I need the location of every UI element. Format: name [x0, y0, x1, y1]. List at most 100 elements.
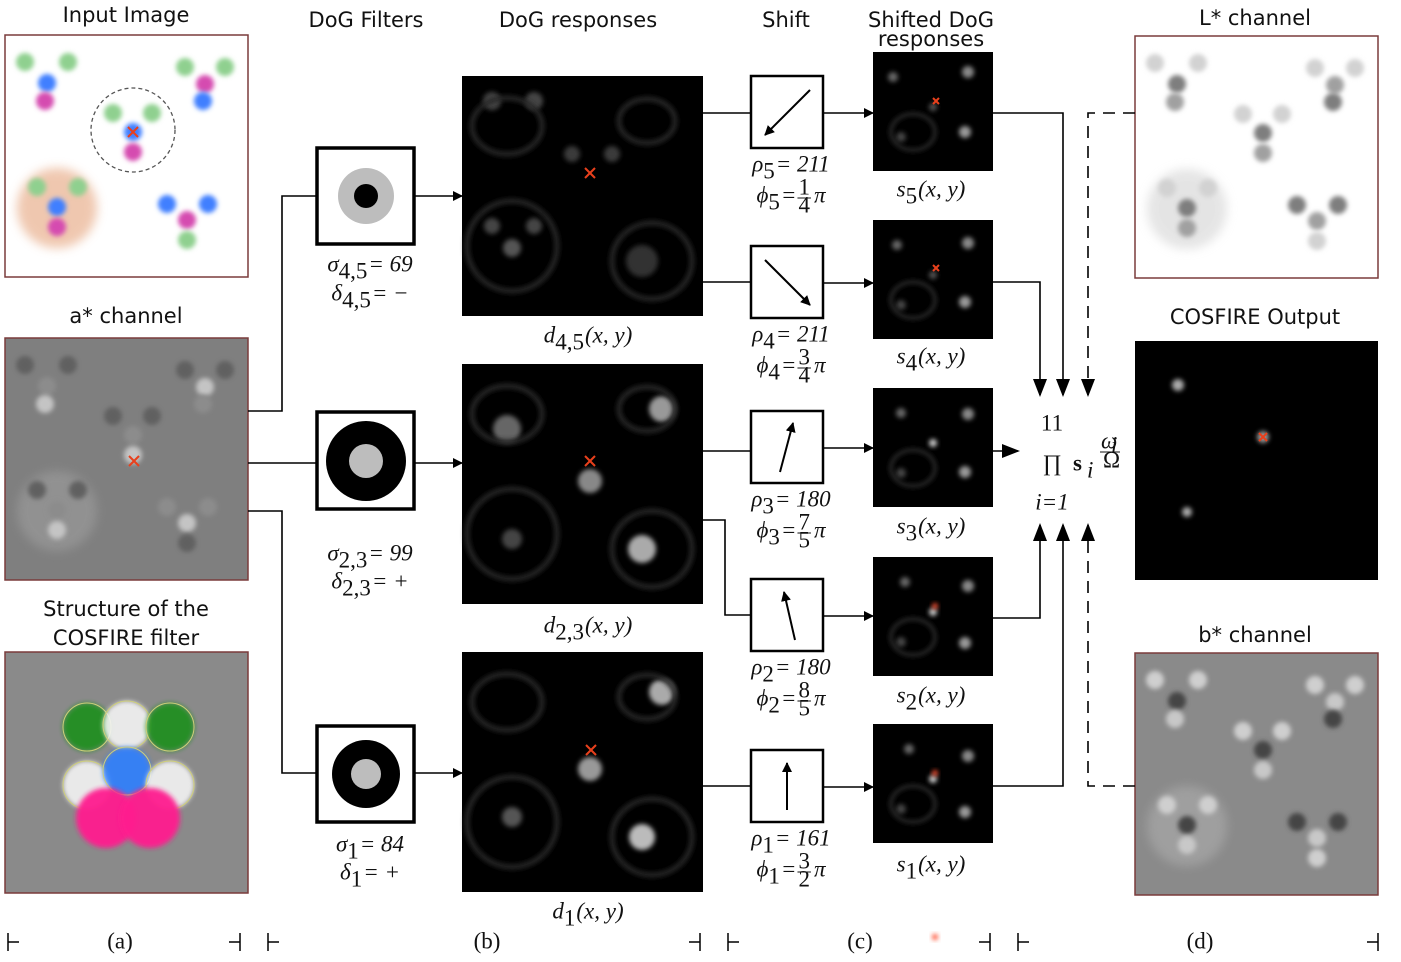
- blob: [896, 804, 906, 814]
- blob: [502, 529, 522, 549]
- blob: [1168, 692, 1186, 710]
- blob: [69, 178, 87, 196]
- images: [5, 35, 1378, 940]
- image-frame: [873, 220, 993, 339]
- math-sub: 2,3: [342, 575, 371, 600]
- connector: [248, 511, 317, 773]
- math-sub: 5: [906, 183, 918, 208]
- blob: [199, 498, 217, 516]
- math-sub: 4,5: [339, 258, 368, 283]
- blob: [1306, 59, 1324, 77]
- blob: [120, 788, 180, 848]
- blob: [176, 58, 194, 76]
- blob: [199, 195, 217, 213]
- blob: [1288, 813, 1306, 831]
- blob: [48, 218, 66, 236]
- math-text: = −: [372, 280, 409, 305]
- math-label: δ2,3 = +: [331, 568, 408, 600]
- image-frame: [462, 76, 703, 316]
- blob: [1189, 671, 1207, 689]
- frac-den: 5: [798, 527, 810, 552]
- blob: [1254, 741, 1272, 759]
- blob: [932, 770, 938, 776]
- blob: [1166, 710, 1184, 728]
- math-text: = +: [372, 568, 409, 593]
- blob: [1199, 796, 1217, 814]
- math-text: =: [781, 517, 797, 542]
- blob: [503, 239, 521, 257]
- blob: [1254, 144, 1272, 162]
- label: DoG responses: [499, 8, 657, 32]
- blob: [194, 395, 212, 413]
- math-sub: 2: [762, 661, 774, 686]
- math-text: ϕ: [757, 517, 769, 542]
- math-text: (x, y): [918, 513, 965, 538]
- blob: [16, 53, 34, 71]
- label: Input Image: [63, 3, 190, 27]
- blob: [196, 75, 214, 93]
- math-text: (x, y): [576, 898, 623, 923]
- blob: [1146, 671, 1164, 689]
- math-text: ρ: [751, 151, 763, 176]
- blob: [896, 132, 906, 142]
- math-sub: 4: [763, 328, 775, 353]
- blob: [36, 92, 54, 110]
- blob: [896, 637, 906, 647]
- image-frame: [873, 557, 993, 676]
- blob: [929, 608, 937, 616]
- blob: [196, 378, 214, 396]
- blob: [1234, 105, 1252, 123]
- label: (b): [474, 928, 501, 953]
- blob: [1273, 105, 1291, 123]
- blob: [104, 104, 122, 122]
- blob: [48, 501, 66, 519]
- blob: [929, 439, 937, 447]
- blob: [194, 92, 212, 110]
- blob: [1306, 676, 1324, 694]
- label: ∏: [1043, 450, 1062, 475]
- blob: [484, 218, 500, 234]
- math-text: = 180: [775, 486, 831, 511]
- blob: [1178, 199, 1196, 217]
- math-text: ϕ: [757, 352, 769, 377]
- math-text: s: [897, 682, 906, 707]
- blob: [1158, 179, 1176, 197]
- blob: [959, 126, 971, 138]
- math-text: =: [781, 856, 797, 881]
- exp-den: Ω: [1103, 447, 1120, 472]
- blob: [1199, 179, 1217, 197]
- blob: [502, 807, 522, 827]
- math-text: d: [552, 898, 564, 923]
- blob: [124, 426, 142, 444]
- math-text: =: [781, 182, 797, 207]
- blob: [628, 535, 656, 563]
- connector: [993, 525, 1040, 618]
- math-text: =: [781, 352, 797, 377]
- blob: [178, 534, 196, 552]
- math-sub: 2: [906, 689, 918, 714]
- blob: [932, 603, 938, 609]
- label: (a): [107, 928, 133, 953]
- blob: [178, 514, 196, 532]
- blob: [1168, 75, 1186, 93]
- math-text: ρ: [750, 486, 762, 511]
- icon-box: [751, 579, 823, 651]
- blob: [896, 468, 906, 478]
- blob: [892, 240, 902, 250]
- math-text: (x, y): [918, 343, 965, 368]
- blob: [929, 775, 937, 783]
- blob: [904, 744, 914, 754]
- blob: [216, 361, 234, 379]
- math-label: ρ2 = 180: [750, 654, 831, 686]
- blob: [1172, 379, 1184, 391]
- math-sub: 3: [906, 520, 918, 545]
- blob: [962, 580, 974, 592]
- math-text: ρ: [750, 825, 762, 850]
- math-text: (x, y): [918, 851, 965, 876]
- connector: [993, 113, 1063, 395]
- blob: [526, 218, 542, 234]
- math-text: π: [814, 856, 827, 881]
- math-sub: 2: [768, 692, 780, 717]
